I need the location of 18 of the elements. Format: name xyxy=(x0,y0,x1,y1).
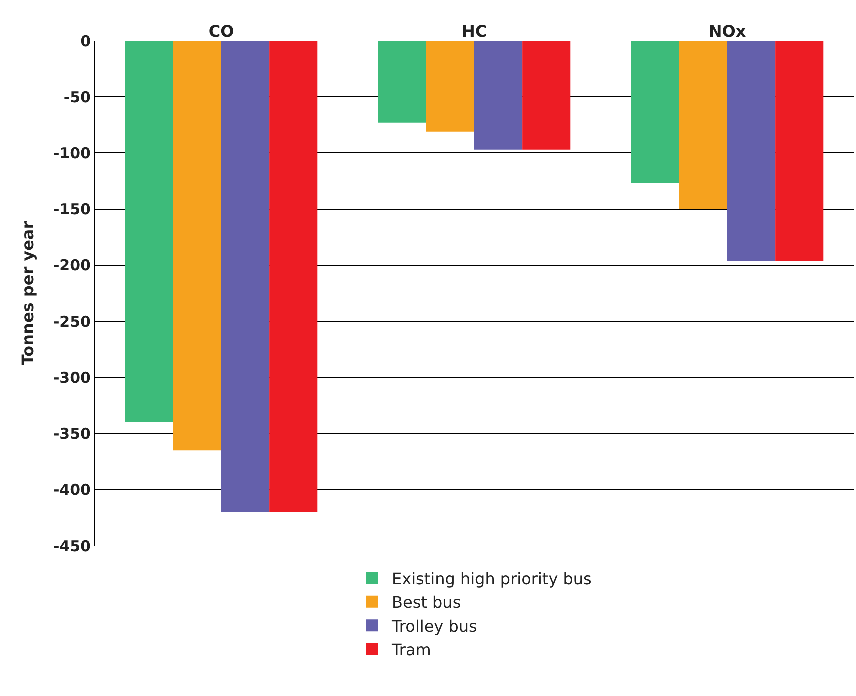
y-tick-label: 0 xyxy=(80,32,91,50)
y-tick-label: -300 xyxy=(53,368,91,387)
y-axis-title: Tonnes per year xyxy=(18,221,38,366)
legend-label: Trolley bus xyxy=(391,616,478,636)
y-tick-label: -450 xyxy=(53,537,91,556)
y-tick-label: -100 xyxy=(53,144,91,162)
legend-label: Existing high priority bus xyxy=(392,569,592,588)
x-tick-label: CO xyxy=(208,22,234,41)
x-tick-label: HC xyxy=(462,22,488,41)
y-tick-label: -200 xyxy=(53,256,91,275)
x-tick-label: NOx xyxy=(708,22,747,41)
legend-label: Best bus xyxy=(392,593,462,612)
y-tick-label: -150 xyxy=(53,200,91,219)
legend-label: Tram xyxy=(391,640,432,660)
y-tick-label: -250 xyxy=(53,312,91,331)
y-tick-label: -350 xyxy=(53,425,91,444)
y-tick-label: -50 xyxy=(64,88,91,106)
y-tick-label: -400 xyxy=(53,481,91,500)
